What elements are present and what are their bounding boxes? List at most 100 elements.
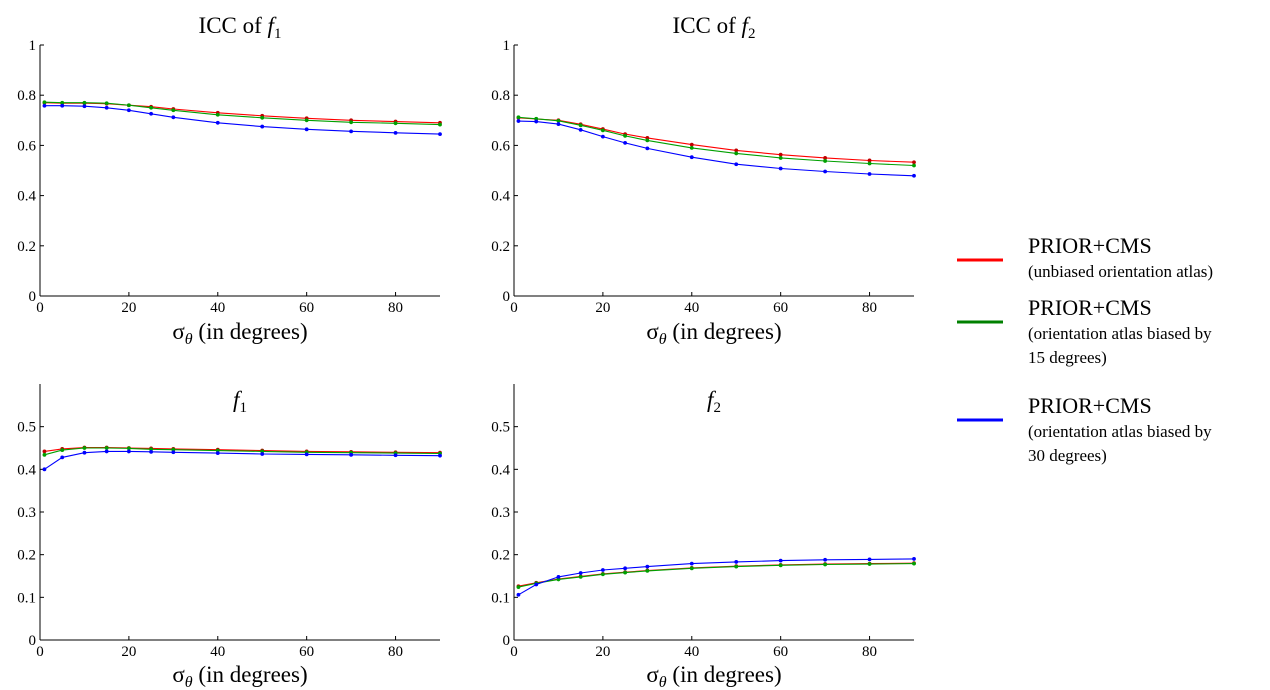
x-tick-label: 0	[36, 644, 44, 660]
legend-label: PRIOR+CMS	[1028, 233, 1152, 258]
x-tick-label: 80	[388, 644, 403, 660]
chart-title-subscript: 2	[713, 400, 721, 416]
series-line-green	[518, 116, 915, 167]
chart-title-variable: f	[268, 13, 278, 38]
x-axis-label-symbol: σ	[646, 319, 659, 344]
y-tick-label: 0.2	[17, 548, 36, 564]
x-axis-label-text: (in degrees)	[667, 662, 782, 687]
data-point-blue	[645, 564, 650, 569]
legend-description: (unbiased orientation atlas)	[1028, 262, 1213, 281]
chart-title-subscript: 1	[239, 400, 247, 416]
data-point-blue	[104, 449, 109, 454]
data-point-green	[823, 159, 828, 163]
data-point-blue	[689, 561, 694, 566]
y-tick-label: 1	[503, 38, 511, 54]
x-axis-label: σθ (in degrees)	[172, 319, 307, 348]
x-axis-label-subscript: θ	[185, 674, 193, 690]
y-tick-label: 1	[29, 38, 37, 54]
x-tick-label: 40	[684, 300, 699, 316]
data-point-red	[734, 148, 739, 153]
y-tick-label: 0.5	[17, 420, 36, 436]
data-point-blue	[126, 449, 131, 454]
data-point-blue	[82, 104, 87, 109]
x-axis-label-symbol: σ	[172, 319, 185, 344]
series-line-blue	[44, 105, 441, 135]
data-point-blue	[516, 592, 521, 597]
data-point-green	[304, 118, 309, 123]
data-point-green	[600, 572, 605, 577]
data-point-green	[912, 561, 916, 566]
data-point-red	[42, 449, 47, 454]
x-tick-label: 0	[36, 300, 44, 316]
data-point-green	[578, 574, 583, 579]
x-tick-label: 60	[773, 300, 788, 316]
y-tick-label: 0.4	[17, 462, 36, 478]
data-point-blue	[42, 467, 47, 472]
x-tick-label: 20	[121, 300, 136, 316]
x-axis-label-text: (in degrees)	[193, 662, 308, 687]
data-point-green	[578, 123, 583, 128]
data-point-blue	[304, 127, 309, 132]
x-axis-label-symbol: σ	[646, 662, 659, 687]
data-point-green	[104, 446, 109, 450]
data-point-green	[623, 570, 628, 575]
data-point-blue	[645, 146, 650, 151]
chart-title-variable: f	[707, 387, 717, 412]
x-tick-label: 80	[388, 300, 403, 316]
data-point-green	[42, 100, 47, 105]
data-point-blue	[600, 134, 605, 139]
y-tick-label: 0.3	[17, 505, 36, 521]
x-axis-label-symbol: σ	[172, 662, 185, 687]
y-tick-label: 0	[503, 633, 511, 649]
data-point-blue	[734, 162, 739, 167]
chart-title-prefix: ICC of	[199, 13, 268, 38]
data-point-blue	[578, 127, 583, 132]
data-point-green	[393, 121, 398, 126]
x-tick-label: 40	[210, 300, 225, 316]
data-point-green	[260, 115, 265, 120]
legend-description: (orientation atlas biased by	[1028, 324, 1212, 343]
data-point-green	[689, 566, 694, 571]
data-point-green	[867, 161, 872, 166]
data-point-green	[215, 112, 220, 117]
data-point-green	[534, 116, 539, 121]
data-point-red	[867, 158, 872, 163]
data-point-green	[516, 585, 521, 589]
data-point-red	[778, 152, 783, 157]
data-point-blue	[149, 449, 154, 454]
y-tick-label: 0	[503, 289, 511, 305]
data-point-blue	[623, 140, 628, 145]
data-point-green	[556, 118, 561, 123]
legend: PRIOR+CMS(unbiased orientation atlas)PRI…	[957, 233, 1213, 465]
data-point-green	[82, 100, 87, 105]
data-point-blue	[689, 155, 694, 160]
y-tick-label: 0.6	[491, 138, 510, 154]
y-tick-label: 0.8	[491, 88, 510, 104]
chart-title-variable: f	[742, 13, 752, 38]
data-point-blue	[600, 568, 605, 572]
x-axis-label-text: (in degrees)	[193, 319, 308, 344]
x-tick-label: 60	[299, 644, 314, 660]
data-point-blue	[82, 450, 87, 455]
data-point-blue	[556, 122, 561, 126]
chart-title-variable: f	[233, 387, 243, 412]
data-point-green	[516, 115, 521, 120]
data-point-green	[149, 105, 154, 110]
data-point-green	[82, 446, 87, 450]
y-tick-label: 0.3	[491, 505, 510, 521]
chart-title-prefix: ICC of	[673, 13, 742, 38]
data-point-blue	[556, 574, 561, 579]
series-line-blue	[44, 450, 441, 470]
y-tick-label: 0.1	[491, 590, 510, 606]
chart-title-subscript: 2	[748, 26, 756, 42]
legend-description: 30 degrees)	[1028, 446, 1107, 465]
chart-title: f1	[233, 387, 247, 416]
data-point-blue	[823, 557, 828, 562]
data-point-blue	[438, 132, 442, 137]
data-point-blue	[171, 450, 176, 455]
data-point-blue	[304, 452, 309, 457]
data-point-blue	[349, 452, 354, 457]
data-point-blue	[438, 453, 442, 458]
